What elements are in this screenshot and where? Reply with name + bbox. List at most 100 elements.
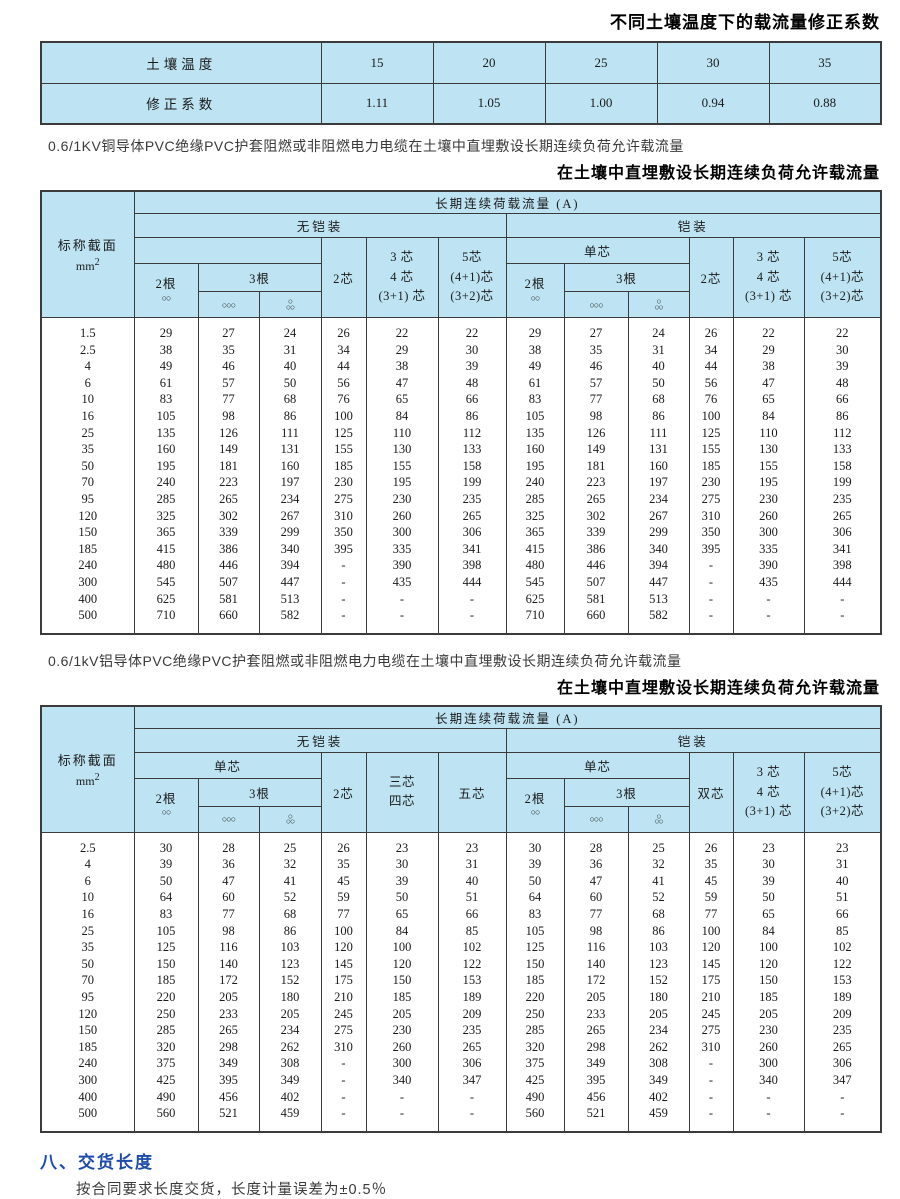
table-cell: 38	[505, 341, 565, 359]
table-cell: 111	[258, 424, 322, 442]
size-label: 标称截面	[57, 752, 118, 768]
table-cell: 507	[197, 573, 260, 591]
table-cell: 521	[563, 1105, 629, 1132]
table-cell: 625	[133, 590, 199, 608]
table-cell: 6	[40, 374, 135, 392]
table-cell: 181	[563, 457, 629, 475]
table-cell: 60	[197, 889, 260, 907]
table-cell: 260	[732, 507, 805, 525]
table-cell: 223	[563, 474, 629, 491]
table-cell: -	[688, 607, 734, 634]
table-cell: -	[803, 590, 882, 608]
unarmored-5core-header: 五芯	[437, 751, 507, 833]
table-cell: 402	[627, 1088, 690, 1106]
table-cell: 102	[803, 939, 882, 956]
table-cell: 155	[320, 441, 367, 458]
table-cell: 185	[40, 540, 135, 558]
table-cell: 98	[197, 922, 260, 940]
table-cell: 185	[365, 989, 439, 1006]
table-cell: 210	[688, 989, 734, 1006]
table-cell: 308	[627, 1055, 690, 1072]
table-cell: 35	[40, 939, 135, 956]
table-cell: 195	[732, 474, 805, 491]
table-cell: 28	[563, 832, 629, 857]
table-row: 25 135 126 111 125 110 112 135 126 111 125 110 112	[40, 424, 882, 442]
table-cell: 34	[688, 341, 734, 359]
unarmored-5core-header: 5芯 (4+1)芯 (3+2)芯	[437, 237, 507, 318]
table-cell: 195	[505, 457, 565, 475]
table-cell: 77	[563, 391, 629, 408]
table-cell: 49	[505, 358, 565, 375]
table-cell: 29	[133, 317, 199, 342]
table-cell: 46	[563, 358, 629, 375]
table-cell: 15	[320, 41, 434, 84]
table-row: 150 365 339 299 350 300 306 365 339 299 350 300 306	[40, 524, 882, 541]
table-cell: 77	[563, 906, 629, 923]
table-cell: 122	[437, 955, 507, 973]
table-cell: 98	[563, 922, 629, 940]
table-cell: 521	[197, 1105, 260, 1132]
header-row: 标称截面 mm2 长期连续荷载流量 (A)	[40, 705, 882, 833]
size-column-header: 标称截面 mm2	[40, 190, 135, 318]
table-cell: 10	[40, 889, 135, 907]
table-cell: 41	[627, 872, 690, 890]
table-cell: 447	[627, 573, 690, 591]
aluminum-table-title: 在土壤中直埋敷设长期连续负荷允许载流量	[556, 679, 880, 697]
table-cell: 66	[803, 391, 882, 408]
table-cell: 35	[768, 41, 882, 84]
table-cell: 30	[365, 856, 439, 873]
two-circles-icon: ○○	[161, 292, 172, 303]
table-cell: 625	[505, 590, 565, 608]
table-cell: 320	[505, 1038, 565, 1056]
header-row: 标称截面 mm2 长期连续荷载流量 (A)	[40, 190, 882, 318]
unarmored-singlecore-header: 单芯	[133, 751, 322, 779]
table-row: 185 415 386 340 395 335 341 415 386 340 395 335 341	[40, 540, 882, 558]
table-cell: 112	[803, 424, 882, 442]
table-cell: 386	[563, 540, 629, 558]
table-row: 1.5 29 27 24 26 22 22 29 27 24 26 22 22	[40, 317, 882, 342]
table-row: 2.5 30 28 25 26 23 23 30 28 25 26 23 23	[40, 832, 882, 857]
table-cell: 349	[258, 1072, 322, 1089]
table-cell: 25	[544, 41, 658, 84]
table-row: 400 625 581 513- - -625 581 513- - -	[40, 590, 882, 608]
table-cell: 425	[133, 1072, 199, 1089]
table-cell: 459	[258, 1105, 322, 1132]
header-row: 2根 ○○ 3根 2根 ○○ 3根	[41, 777, 881, 833]
table-cell: 394	[627, 557, 690, 574]
table-cell: 350	[320, 524, 367, 541]
table-cell: 306	[437, 1055, 507, 1072]
table-cell: 22	[803, 317, 882, 342]
table-cell: 155	[688, 441, 734, 458]
table-cell: 299	[627, 524, 690, 541]
table-cell: 230	[365, 490, 439, 508]
table-cell: 30	[732, 856, 805, 873]
table-cell: 223	[197, 474, 260, 491]
table-cell: 31	[627, 341, 690, 359]
table-cell: 65	[365, 391, 439, 408]
table-cell: 65	[732, 391, 805, 408]
table-cell: 105	[133, 922, 199, 940]
correction-factor-label: 修正系数	[40, 82, 322, 125]
table-cell: 209	[803, 1005, 882, 1023]
table-cell: 140	[197, 955, 260, 973]
table-cell: 435	[365, 573, 439, 591]
table-cell: 513	[258, 590, 322, 608]
table-cell: 395	[197, 1072, 260, 1089]
table-cell: 447	[258, 573, 322, 591]
table-cell: 22	[732, 317, 805, 342]
unarmored-2wires-header: 2根 ○○	[133, 777, 199, 833]
table-cell: -	[320, 607, 367, 634]
table-cell: 45	[688, 872, 734, 890]
table-cell: 28	[197, 832, 260, 857]
table-cell: 16	[40, 407, 135, 425]
table-cell: 25	[627, 832, 690, 857]
table-cell: 513	[627, 590, 690, 608]
table-cell: 275	[688, 490, 734, 508]
load-header: 长期连续荷载流量 (A)	[133, 190, 882, 214]
trefoil-circles-icon: ○ ○○	[285, 811, 295, 827]
table-cell: 76	[320, 391, 367, 408]
table-cell: 98	[197, 407, 260, 425]
three-circles-row-icon: ○○○	[221, 814, 236, 825]
table-cell: 126	[563, 424, 629, 442]
